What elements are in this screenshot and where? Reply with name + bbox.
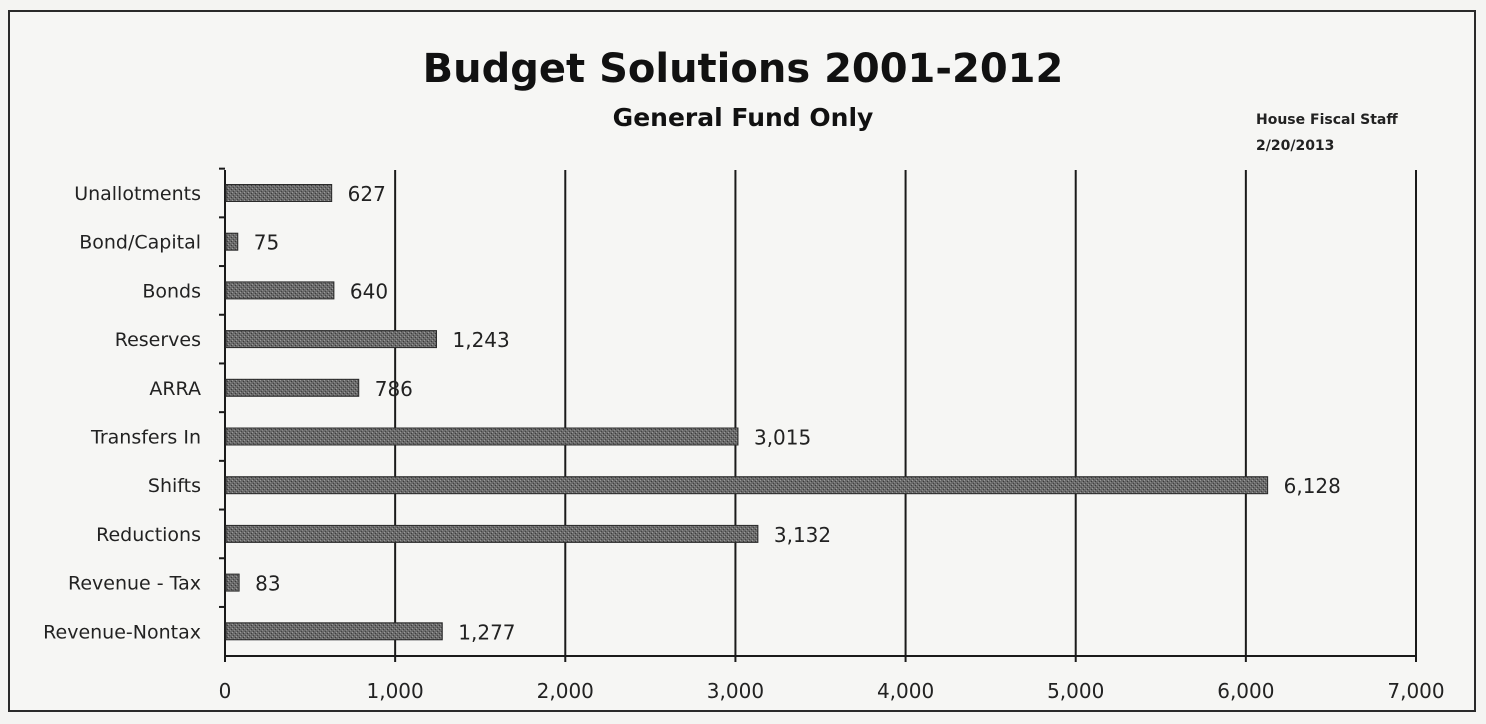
value-label: 786 — [375, 377, 413, 401]
value-label: 3,015 — [754, 426, 811, 450]
category-label: Shifts — [148, 475, 201, 497]
category-label: Unallotments — [74, 183, 201, 205]
chart-area — [8, 10, 1476, 712]
date-note: 2/20/2013 — [1256, 138, 1334, 154]
bar — [225, 281, 335, 300]
category-label: Transfers In — [90, 427, 201, 449]
x-tick-label: 3,000 — [707, 679, 764, 703]
category-label: Bonds — [142, 280, 201, 302]
x-tick-label: 1,000 — [367, 679, 424, 703]
category-label: Bond/Capital — [79, 232, 201, 254]
value-label: 1,243 — [452, 328, 509, 352]
category-label: Revenue - Tax — [68, 573, 201, 595]
bar — [225, 476, 1269, 495]
category-label: Reserves — [115, 329, 201, 351]
x-tick-label: 5,000 — [1047, 679, 1104, 703]
category-label: Reductions — [96, 524, 201, 546]
bar — [225, 622, 443, 641]
bar — [225, 573, 240, 592]
bar — [225, 427, 739, 446]
x-tick-label: 4,000 — [877, 679, 934, 703]
bar — [225, 330, 437, 349]
bar — [225, 378, 360, 397]
value-label: 83 — [255, 572, 280, 596]
x-tick-label: 2,000 — [537, 679, 594, 703]
value-label: 640 — [350, 279, 388, 303]
value-label: 627 — [348, 182, 386, 206]
chart-title: Budget Solutions 2001-2012 — [423, 46, 1064, 92]
labels: 0 1,000 2,000 3,000 4,000 5,000 6,000 7,000 Unal… — [43, 182, 1444, 703]
axes — [219, 167, 1417, 662]
chart-subtitle: General Fund Only — [613, 103, 874, 132]
source-note: House Fiscal Staff — [1256, 112, 1398, 128]
bar — [225, 232, 239, 251]
bars — [225, 184, 1269, 641]
value-label: 6,128 — [1284, 474, 1341, 498]
value-label: 1,277 — [458, 620, 515, 644]
value-label: 3,132 — [774, 523, 831, 547]
gridlines — [394, 170, 1417, 656]
category-label: Revenue-Nontax — [43, 621, 201, 643]
category-label: ARRA — [149, 378, 201, 400]
x-tick-label: 6,000 — [1217, 679, 1274, 703]
x-tick-label: 0 — [219, 679, 232, 703]
bar — [225, 524, 759, 543]
bar — [225, 184, 333, 202]
x-tick-label: 7,000 — [1387, 679, 1444, 703]
value-label: 75 — [254, 231, 279, 255]
